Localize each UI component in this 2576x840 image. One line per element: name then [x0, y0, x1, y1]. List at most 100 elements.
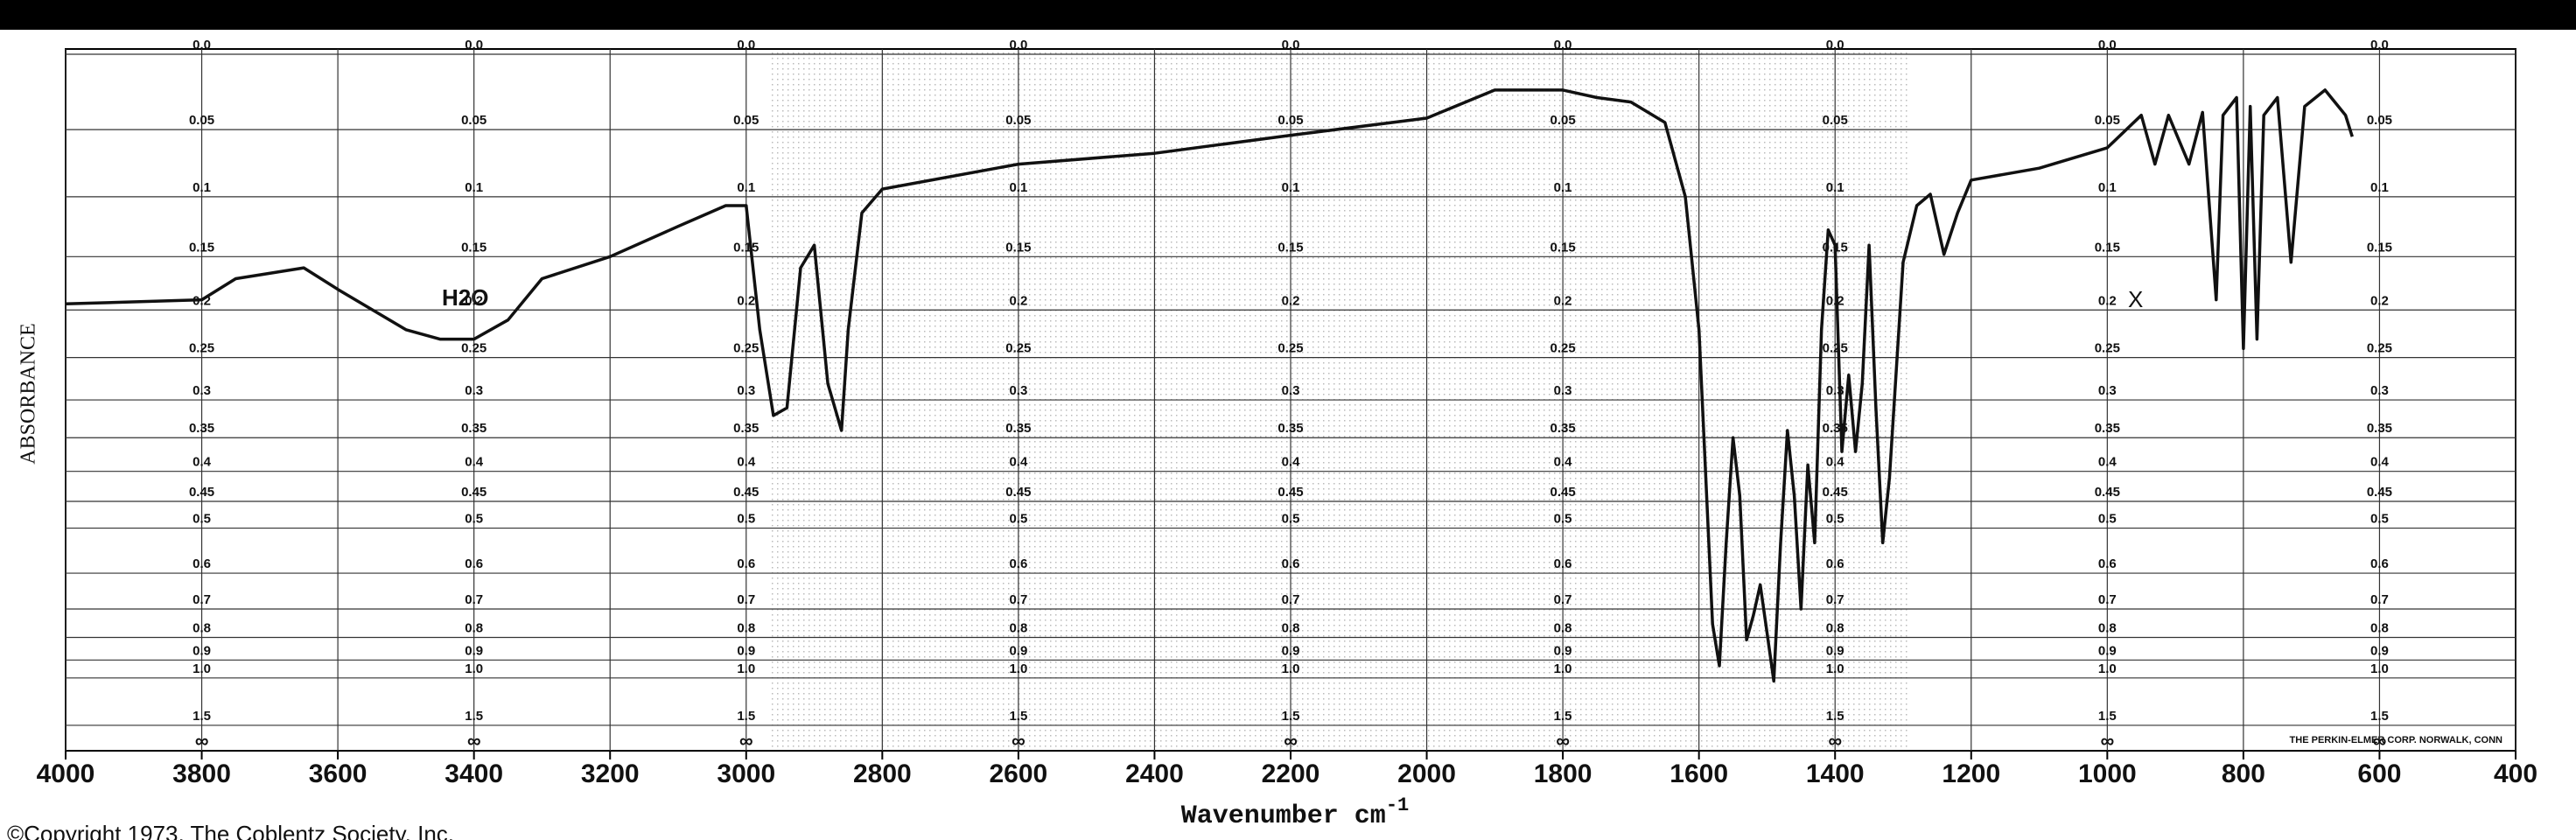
y-tick-label: 0.2 [1826, 293, 1844, 308]
y-bottom-label: ∞ [195, 730, 209, 752]
y-tick-label: 0.2 [1009, 293, 1027, 308]
y-tick-label: 0.05 [2095, 113, 2120, 128]
y-tick-label: 0.8 [1826, 620, 1844, 635]
y-tick-label: 1.0 [465, 662, 483, 676]
y-tick-label: 0.3 [1554, 383, 1572, 398]
y-tick-label: 0.1 [2098, 180, 2117, 195]
y-tick-label: 0.8 [737, 620, 755, 635]
y-tick-label: 1.5 [192, 709, 211, 724]
x-tick-label: 3000 [717, 760, 775, 788]
y-tick-label: 1.5 [737, 709, 755, 724]
y-tick-label: 0.35 [1278, 421, 1303, 436]
y-bottom-label: ∞ [1828, 730, 1842, 752]
y-tick-label: 0.4 [1009, 455, 1028, 470]
y-tick-label: 0.6 [1009, 556, 1027, 571]
y-tick-label: 0.45 [1005, 485, 1031, 500]
y-bottom-label: ∞ [2100, 730, 2114, 752]
y-tick-label: 0.15 [1550, 240, 1576, 255]
y-tick-label: 0.35 [1550, 421, 1576, 436]
y-tick-label: 1.0 [1282, 662, 1300, 676]
y-tick-label: 0.5 [737, 512, 755, 527]
y-tick-label: 0.45 [733, 485, 759, 500]
y-tick-label: 1.5 [1554, 709, 1572, 724]
y-tick-label: 0.45 [1550, 485, 1576, 500]
x-axis-label: Wavenumber cm-1 [1181, 794, 1409, 831]
x-axis-label-main: Wavenumber cm [1181, 802, 1386, 831]
y-tick-label: 0.4 [1554, 455, 1573, 470]
y-tick-label: 0.25 [1823, 341, 1848, 356]
y-tick-label: 0.7 [1554, 592, 1572, 607]
y-tick-label: 0.4 [192, 455, 212, 470]
y-tick-label: 0.5 [1826, 512, 1844, 527]
y-tick-label: 0.6 [1282, 556, 1300, 571]
y-tick-label: 0.9 [465, 643, 483, 658]
y-tick-label: 0.9 [192, 643, 211, 658]
y-tick-label: 0.6 [1826, 556, 1844, 571]
y-tick-label: 1.0 [1554, 662, 1572, 676]
annotation: H2O [442, 284, 488, 311]
y-tick-label: 0.4 [465, 455, 484, 470]
y-tick-label: 1.0 [2370, 662, 2389, 676]
y-tick-label: 1.0 [2098, 662, 2117, 676]
y-tick-label: 0.6 [2098, 556, 2117, 571]
y-tick-label: 0.15 [2367, 240, 2392, 255]
y-tick-label: 0.35 [733, 421, 759, 436]
y-tick-label: 0.15 [733, 240, 759, 255]
y-tick-label: 0.1 [1554, 180, 1572, 195]
x-tick-label: 400 [2494, 760, 2538, 788]
y-tick-label: 0.8 [2370, 620, 2389, 635]
y-tick-label: 0.0 [465, 38, 483, 52]
y-tick-label: 0.2 [2098, 293, 2117, 308]
y-tick-label: 0.45 [189, 485, 214, 500]
y-bottom-label: ∞ [467, 730, 481, 752]
y-tick-label: 0.6 [192, 556, 211, 571]
y-tick-label: 0.4 [2370, 455, 2390, 470]
x-tick-label: 2200 [1262, 760, 1320, 788]
y-tick-label: 0.0 [1554, 38, 1572, 52]
y-tick-label: 0.4 [2098, 455, 2118, 470]
y-tick-label: 1.5 [1282, 709, 1300, 724]
y-tick-label: 0.5 [1282, 512, 1300, 527]
y-tick-label: 0.05 [461, 113, 486, 128]
y-tick-label: 0.15 [189, 240, 214, 255]
y-tick-label: 1.5 [1826, 709, 1844, 724]
x-axis-label-sup: -1 [1386, 794, 1409, 816]
y-tick-label: 0.6 [1554, 556, 1572, 571]
y-tick-label: 0.4 [737, 455, 756, 470]
y-tick-label: 0.9 [1009, 643, 1027, 658]
y-tick-label: 0.7 [465, 592, 483, 607]
y-tick-label: 0.25 [1550, 341, 1576, 356]
y-tick-label: 0.3 [1009, 383, 1027, 398]
y-tick-label: 0.7 [1826, 592, 1844, 607]
x-tick-label: 4000 [37, 760, 95, 788]
y-tick-label: 0.15 [2095, 240, 2120, 255]
y-tick-label: 0.7 [2370, 592, 2389, 607]
y-tick-label: 0.25 [461, 341, 486, 356]
y-tick-label: 0.1 [1826, 180, 1844, 195]
y-tick-label: 1.0 [1009, 662, 1027, 676]
y-tick-label: 0.3 [465, 383, 483, 398]
y-tick-label: 0.9 [2370, 643, 2389, 658]
y-tick-label: 0.45 [1278, 485, 1303, 500]
x-tick-label: 1600 [1670, 760, 1728, 788]
y-tick-label: 0.45 [2095, 485, 2120, 500]
y-tick-label: 0.0 [2098, 38, 2117, 52]
y-tick-label: 0.5 [1554, 512, 1572, 527]
y-tick-label: 0.1 [465, 180, 483, 195]
y-tick-label: 0.15 [461, 240, 486, 255]
y-tick-label: 0.5 [2370, 512, 2389, 527]
y-tick-label: 0.7 [737, 592, 755, 607]
y-tick-label: 0.05 [2367, 113, 2392, 128]
y-tick-label: 0.1 [192, 180, 211, 195]
y-tick-label: 0.8 [2098, 620, 2117, 635]
y-tick-label: 0.2 [1282, 293, 1300, 308]
y-tick-label: 0.3 [192, 383, 211, 398]
x-tick-label: 2000 [1397, 760, 1456, 788]
y-tick-label: 0.7 [192, 592, 211, 607]
y-bottom-label: ∞ [1012, 730, 1026, 752]
y-tick-label: 0.15 [1278, 240, 1303, 255]
y-tick-label: 0.05 [189, 113, 214, 128]
y-tick-label: 1.0 [1826, 662, 1844, 676]
y-bottom-label: ∞ [1284, 730, 1298, 752]
